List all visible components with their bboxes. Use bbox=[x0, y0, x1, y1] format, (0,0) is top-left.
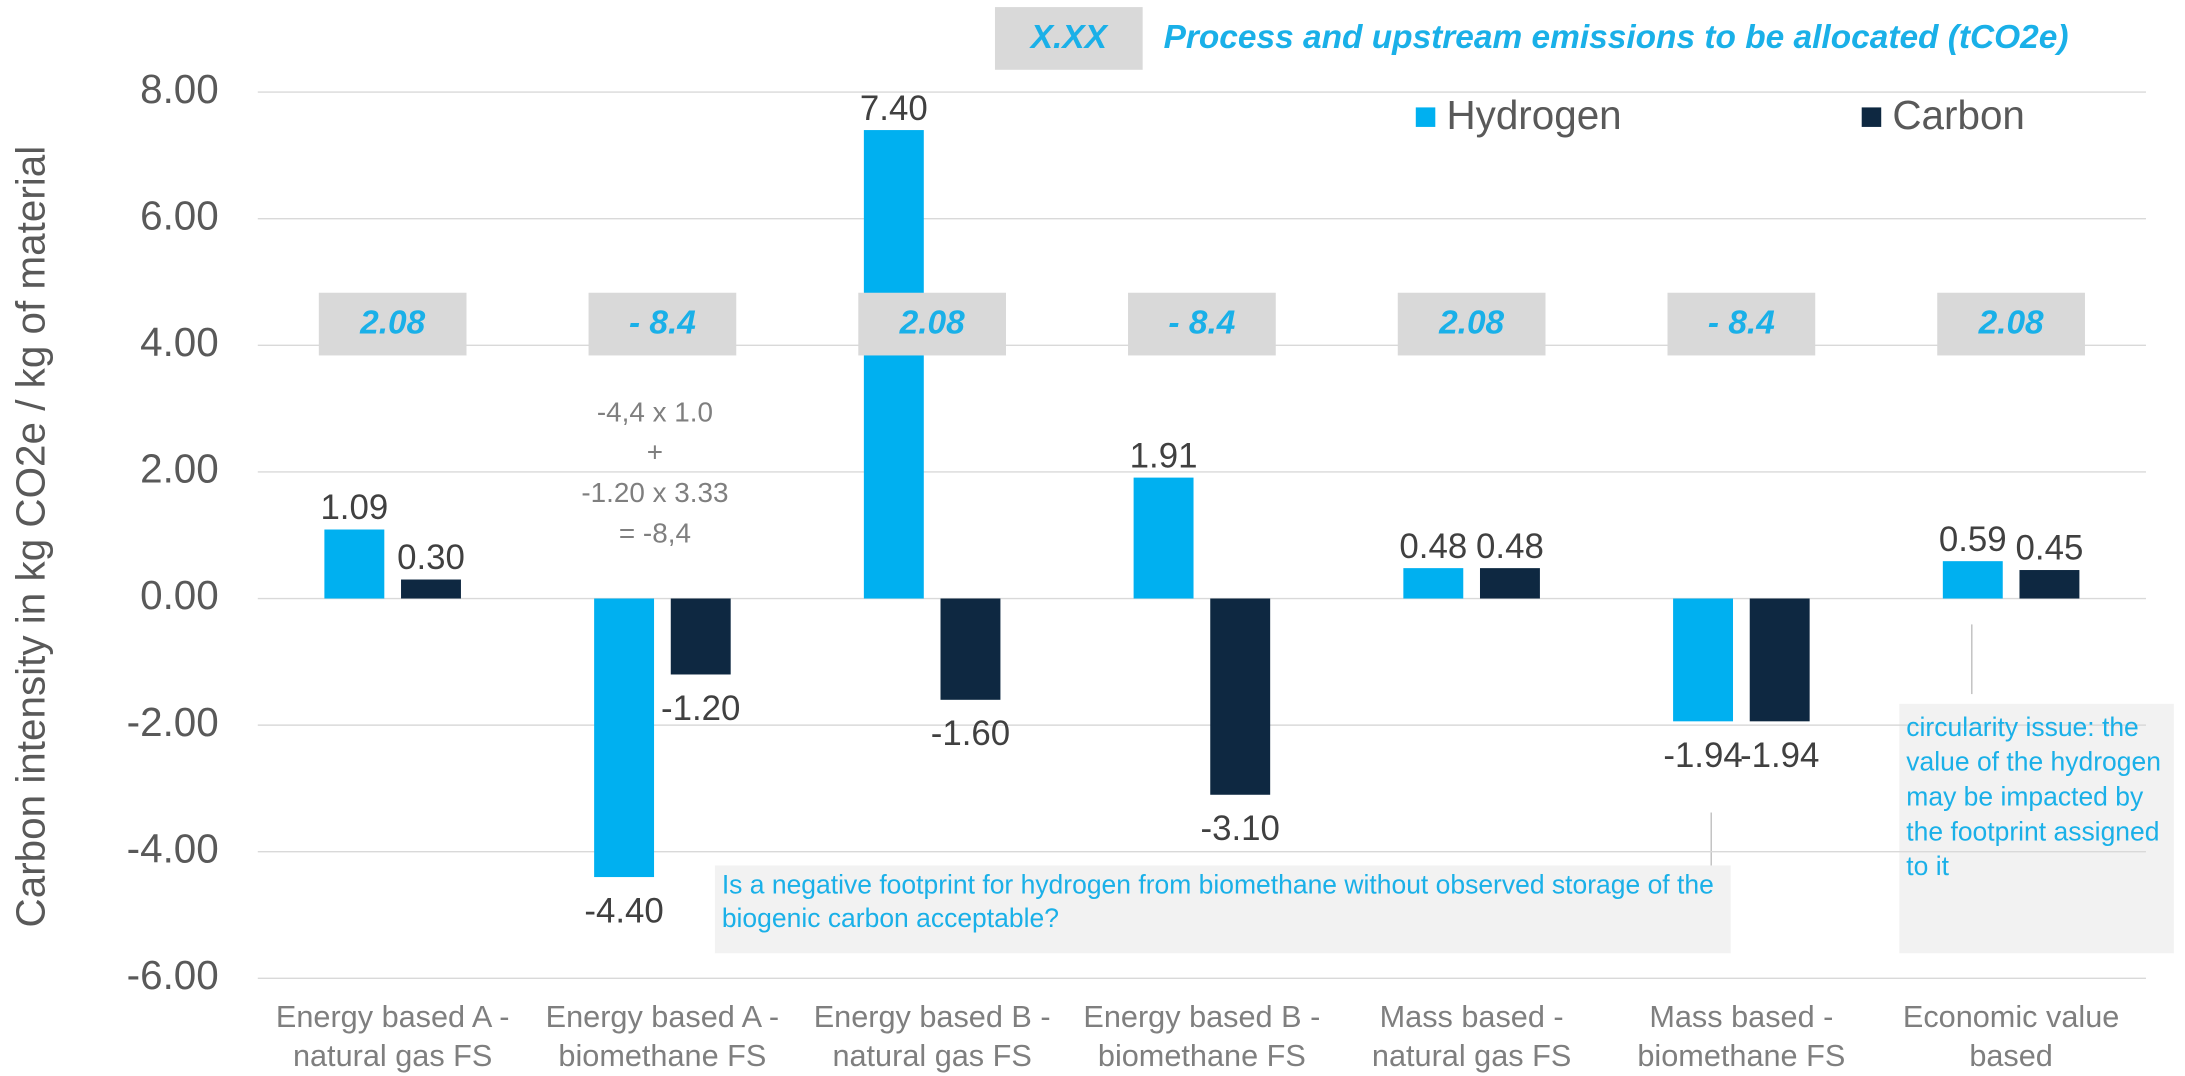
x-tick-label-box: Energy based B - natural gas FS bbox=[813, 999, 1051, 1074]
allocation-label: 2.08 bbox=[1978, 305, 2044, 342]
data-label: 1.91 bbox=[1130, 436, 1198, 475]
x-tick-label: Mass based - natural gas FS bbox=[1371, 999, 1572, 1074]
callout-box bbox=[714, 865, 1731, 954]
y-tick-label: 4.00 bbox=[140, 319, 219, 365]
y-tick-label: 0.00 bbox=[140, 572, 219, 618]
y-tick-label: -4.00 bbox=[127, 825, 219, 871]
bar bbox=[1133, 477, 1194, 599]
callout-text-box: Is a negative footprint for hydrogen fro… bbox=[721, 871, 1714, 934]
bar bbox=[1749, 598, 1810, 722]
callout-text: Is a negative footprint for hydrogen fro… bbox=[721, 871, 1714, 934]
legend-label: Carbon bbox=[1892, 92, 2025, 138]
y-tick-label: 6.00 bbox=[140, 192, 219, 238]
x-tick-label-box: Energy based A - natural gas FS bbox=[275, 999, 510, 1074]
callout-text-box: circularity issue: the value of the hydr… bbox=[1906, 713, 2161, 883]
callout-box bbox=[1899, 703, 2174, 954]
allocation-label: - 8.4 bbox=[1708, 305, 1775, 342]
y-tick-label: -2.00 bbox=[127, 699, 219, 745]
allocation-box bbox=[1128, 292, 1276, 356]
data-label: -1.94 bbox=[1663, 736, 1742, 775]
bar bbox=[1479, 568, 1540, 599]
legend-swatch bbox=[1415, 107, 1436, 127]
legend-swatch bbox=[1861, 107, 1882, 127]
data-label: 0.59 bbox=[1939, 520, 2007, 559]
bar bbox=[2019, 570, 2080, 599]
y-axis-title-group: Carbon intensity in kg CO2e / kg of mate… bbox=[9, 145, 55, 928]
formula-line: -4,4 x 1.0 bbox=[597, 396, 713, 427]
bar bbox=[670, 598, 731, 675]
allocation-label: 2.08 bbox=[359, 305, 425, 342]
x-tick-label-box: Mass based - biomethane FS bbox=[1637, 999, 1846, 1074]
allocation-label: - 8.4 bbox=[629, 305, 696, 342]
data-label: -1.60 bbox=[931, 714, 1010, 753]
y-tick-label: 2.00 bbox=[140, 446, 219, 492]
allocation-box bbox=[1667, 292, 1816, 356]
bar bbox=[1942, 561, 2003, 599]
data-label: 1.09 bbox=[320, 488, 388, 527]
x-tick-label-box: Economic value based bbox=[1902, 999, 2120, 1074]
allocation-label: 2.08 bbox=[1438, 305, 1504, 342]
x-tick-label: Energy based A - natural gas FS bbox=[275, 999, 510, 1074]
y-axis-title: Carbon intensity in kg CO2e / kg of mate… bbox=[9, 145, 55, 928]
bar bbox=[863, 130, 924, 599]
allocation-box bbox=[1397, 292, 1546, 356]
key-box-label: X.XX bbox=[1029, 19, 1109, 56]
bar bbox=[594, 598, 655, 878]
x-tick-label: Mass based - biomethane FS bbox=[1637, 999, 1846, 1074]
x-tick-label: Energy based A - biomethane FS bbox=[545, 999, 780, 1074]
bar bbox=[1673, 598, 1734, 722]
data-label: 0.30 bbox=[397, 538, 465, 577]
x-tick-label-box: Mass based - natural gas FS bbox=[1371, 999, 1572, 1074]
allocation-box bbox=[858, 292, 1007, 356]
key-box bbox=[994, 7, 1143, 70]
x-tick-label: Economic value based bbox=[1902, 999, 2120, 1074]
allocation-box bbox=[1937, 292, 2085, 356]
y-tick-label: 8.00 bbox=[140, 66, 219, 112]
data-label: 0.48 bbox=[1399, 527, 1467, 566]
data-label: -4.40 bbox=[584, 891, 663, 930]
y-tick-label: -6.00 bbox=[127, 952, 219, 998]
formula-line: -1.20 x 3.33 bbox=[581, 477, 728, 508]
bar bbox=[1403, 568, 1464, 599]
bar bbox=[401, 579, 461, 599]
legend-label: Hydrogen bbox=[1446, 92, 1621, 138]
allocation-box bbox=[318, 292, 467, 356]
data-label: 7.40 bbox=[860, 89, 928, 128]
allocation-label: - 8.4 bbox=[1168, 305, 1235, 342]
formula-line: = -8,4 bbox=[619, 518, 691, 549]
formula-line: + bbox=[647, 437, 663, 468]
y-axis-title-box: Carbon intensity in kg CO2e / kg of mate… bbox=[9, 145, 55, 928]
bar bbox=[1210, 598, 1271, 795]
allocation-box bbox=[588, 292, 737, 356]
data-label: -3.10 bbox=[1201, 809, 1280, 848]
data-label: -1.20 bbox=[661, 689, 740, 728]
allocation-label: 2.08 bbox=[899, 305, 965, 342]
bar bbox=[324, 529, 385, 599]
data-label: 0.48 bbox=[1476, 527, 1544, 566]
callout-text: circularity issue: the value of the hydr… bbox=[1906, 713, 2161, 883]
x-tick-label: Energy based B - biomethane FS bbox=[1083, 999, 1321, 1074]
bar bbox=[940, 598, 1001, 700]
x-tick-label: Energy based B - natural gas FS bbox=[813, 999, 1051, 1074]
data-label: -1.94 bbox=[1740, 736, 1819, 775]
key-text: Process and upstream emissions to be all… bbox=[1164, 19, 2069, 56]
x-tick-label-box: Energy based A - biomethane FS bbox=[545, 999, 780, 1074]
x-tick-label-box: Energy based B - biomethane FS bbox=[1083, 999, 1321, 1074]
data-label: 0.45 bbox=[2016, 529, 2084, 568]
